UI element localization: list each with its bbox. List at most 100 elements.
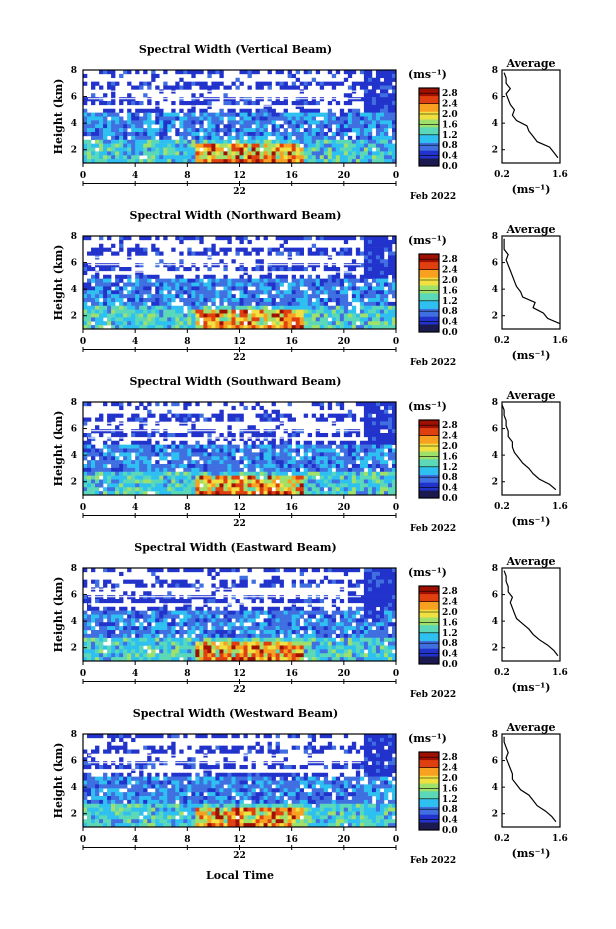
heatmap-cell	[263, 579, 268, 584]
heatmap-cell	[303, 139, 309, 144]
heatmap-cell	[271, 622, 276, 627]
heatmap-cell	[283, 464, 288, 469]
heatmap-cell	[375, 139, 381, 144]
heatmap-cell	[163, 491, 168, 496]
heatmap-cell	[311, 325, 317, 330]
heatmap-cell	[219, 630, 224, 635]
heatmap-cell	[295, 491, 300, 496]
heatmap-cell	[107, 417, 112, 422]
heatmap-cell	[315, 467, 321, 473]
heatmap-cell	[107, 467, 112, 473]
heatmap-cell	[387, 290, 393, 295]
heatmap-cell	[171, 151, 176, 156]
heatmap-cell	[283, 460, 288, 465]
heatmap-cell	[127, 645, 132, 650]
heatmap-cell	[119, 614, 124, 619]
heatmap-cell	[87, 444, 92, 449]
heatmap-cell	[183, 286, 188, 291]
heatmap-cell	[379, 298, 385, 303]
heatmap-cell	[99, 645, 104, 650]
heatmap-cell	[207, 452, 212, 457]
heatmap-cell	[199, 444, 204, 449]
heatmap-cell	[215, 151, 220, 156]
heatmap-cell	[203, 298, 208, 303]
heatmap-cell	[163, 132, 168, 137]
profile-y-tick-label: 8	[492, 398, 498, 408]
heatmap-cell	[107, 282, 112, 287]
heatmap-cell	[379, 263, 385, 268]
heatmap-cell	[215, 452, 220, 457]
heatmap-cell	[227, 108, 232, 113]
heatmap-cell	[211, 653, 216, 658]
heatmap-cell	[259, 85, 264, 90]
heatmap-cell	[159, 317, 164, 322]
heatmap-cell	[187, 568, 192, 573]
heatmap-cell	[259, 108, 264, 113]
heatmap-cell	[271, 108, 276, 113]
heatmap-cell	[243, 626, 248, 631]
heatmap-cell	[247, 101, 252, 106]
heatmap-cell	[119, 236, 124, 241]
heatmap-title: Spectral Width (Eastward Beam)	[134, 541, 336, 554]
colorbar-tick-label: 1.2	[442, 463, 458, 473]
heatmap-cell	[343, 309, 349, 314]
heatmap-cell	[91, 132, 96, 137]
heatmap-cell	[171, 487, 176, 492]
heatmap-cell	[215, 444, 220, 449]
heatmap-cell	[171, 147, 176, 152]
heatmap-cell	[307, 139, 313, 144]
heatmap-cell	[275, 637, 280, 642]
heatmap-cell	[271, 409, 276, 414]
heatmap-cell	[207, 606, 212, 611]
heatmap-cell	[279, 159, 284, 164]
colorbar-segment	[419, 254, 439, 263]
heatmap-cell	[283, 309, 288, 314]
heatmap-cell	[367, 440, 373, 445]
heatmap-cell	[299, 274, 304, 279]
heatmap-cell	[163, 116, 168, 121]
heatmap-cell	[315, 236, 321, 241]
heatmap-cell	[159, 116, 164, 121]
heatmap-cell	[303, 112, 309, 117]
heatmap-cell	[171, 456, 176, 461]
heatmap-cell	[267, 618, 272, 623]
heatmap-cell	[91, 251, 96, 256]
heatmap-cell	[87, 641, 92, 646]
heatmap-cell	[379, 452, 385, 457]
heatmap-cell	[267, 433, 272, 438]
heatmap-cell	[99, 483, 104, 488]
heatmap-cell	[219, 116, 224, 121]
heatmap-cell	[99, 139, 104, 144]
heatmap-cell	[235, 120, 240, 125]
heatmap-cell	[135, 313, 140, 318]
heatmap-cell	[175, 159, 180, 164]
heatmap-cell	[119, 147, 124, 152]
heatmap-cell	[123, 309, 128, 314]
heatmap-cell	[287, 305, 292, 310]
heatmap-cell	[163, 282, 168, 287]
heatmap-cell	[219, 73, 224, 79]
heatmap-cell	[219, 301, 224, 307]
heatmap-cell	[159, 120, 164, 125]
heatmap-cell	[347, 101, 353, 106]
heatmap-cell	[315, 278, 321, 283]
heatmap-cell	[139, 653, 144, 658]
heatmap-cell	[199, 633, 204, 639]
heatmap-cell	[143, 313, 148, 318]
heatmap-cell	[243, 405, 248, 411]
heatmap-cell	[295, 77, 300, 82]
heatmap-cell	[227, 610, 232, 615]
heatmap-cell	[107, 120, 112, 125]
heatmap-cell	[383, 290, 389, 295]
heatmap-cell	[143, 460, 148, 465]
heatmap-cell	[255, 108, 260, 113]
heatmap-cell	[347, 313, 353, 318]
heatmap-cell	[223, 645, 228, 650]
heatmap-cell	[383, 143, 389, 148]
heatmap-cell	[363, 471, 369, 476]
heatmap-cell	[87, 286, 92, 291]
heatmap-cell	[255, 81, 260, 86]
heatmap-cell	[339, 147, 345, 152]
heatmap-cell	[135, 460, 140, 465]
colorbar-segment	[419, 285, 439, 294]
